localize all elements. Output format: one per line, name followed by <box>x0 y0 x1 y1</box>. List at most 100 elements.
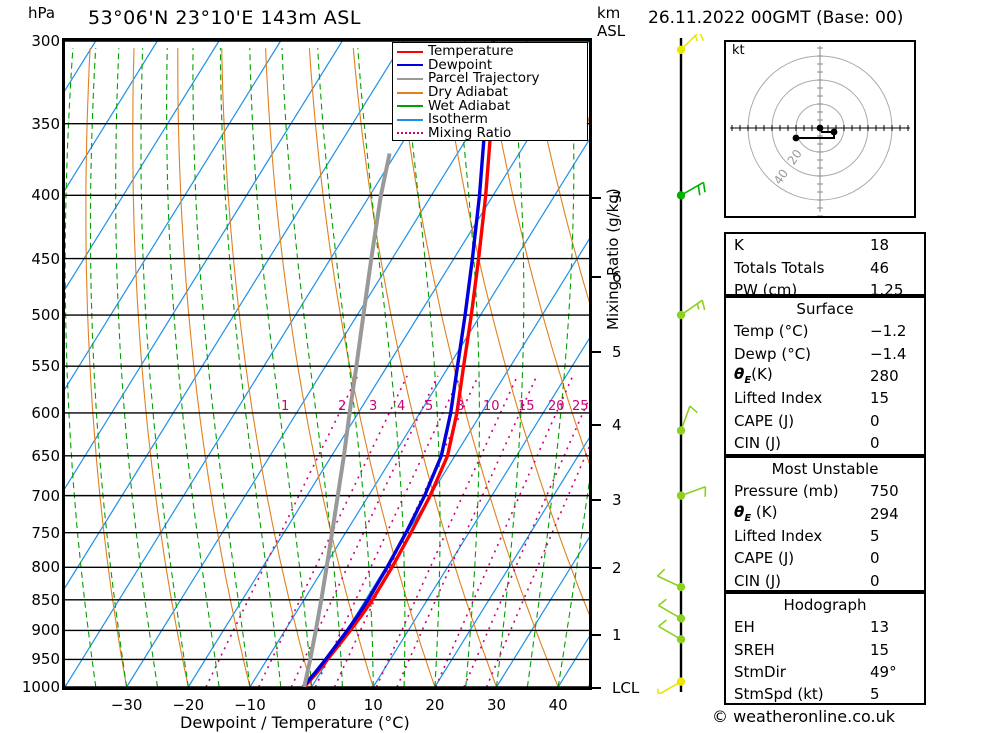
temperature-tick-20: 20 <box>425 696 445 714</box>
table-row: CAPE (J) 0 <box>726 547 924 569</box>
height-tick-7km: 7 <box>612 189 622 207</box>
legend-swatch <box>397 105 423 108</box>
skewt-plot-area <box>65 41 589 687</box>
legend-label: Isotherm <box>428 111 488 128</box>
table-title: Most Unstable <box>771 460 879 478</box>
legend-swatch <box>397 77 423 80</box>
mixing-ratio-label-5: 5 <box>425 399 434 414</box>
legend-label: Temperature <box>428 43 514 60</box>
pressure-tick-900: 900 <box>31 621 60 640</box>
row-value: 750 <box>870 482 899 501</box>
hodograph-stats-table: Hodograph EH 13 SREH 15 StmDir 49° StmSpd (kt) 5 <box>724 592 926 705</box>
row-label: StmDir <box>734 662 786 681</box>
row-value: 0 <box>870 411 880 430</box>
legend-item-isotherm: Isotherm <box>397 113 587 127</box>
height-unit-label-km: km <box>597 4 621 22</box>
row-value: 18 <box>870 236 890 255</box>
row-value: 46 <box>870 258 890 277</box>
table-row: CIN (J) 0 <box>726 570 924 592</box>
legend-label: Wet Adiabat <box>428 97 511 114</box>
row-label: CAPE (J) <box>734 411 795 430</box>
wind-barb-flag <box>702 182 706 193</box>
row-label: Lifted Index <box>734 389 823 408</box>
table-row: Totals Totals 46 <box>726 256 924 278</box>
table-row: CIN (J) 0 <box>726 432 924 454</box>
temperature-tick-10: 10 <box>363 696 383 714</box>
wind-barb-flag <box>656 568 666 577</box>
lcl-label: LCL <box>612 679 640 697</box>
table-row: Dewp (°C) −1.4 <box>726 342 924 364</box>
most-unstable-table: Most Unstable Pressure (mb) 750 θE (K) 294 Li… <box>724 456 926 592</box>
height-unit-label-asl: ASL <box>597 22 626 40</box>
pressure-tick-500: 500 <box>31 306 60 325</box>
row-value: −1.2 <box>870 322 907 341</box>
height-tick-mark <box>592 276 601 278</box>
pressure-tick-600: 600 <box>31 403 60 422</box>
row-label: Lifted Index <box>734 526 823 545</box>
pressure-tick-1000: 1000 <box>21 678 60 696</box>
mixing-ratio-label-1: 1 <box>281 399 290 414</box>
table-row: SREH 15 <box>726 638 924 660</box>
table-row: Temp (°C) −1.2 <box>726 320 924 342</box>
height-tick-5km: 5 <box>612 343 622 361</box>
height-tick-4km: 4 <box>612 416 622 434</box>
wind-barb-flag <box>699 34 705 41</box>
indices-table: K 18 Totals Totals 46 PW (cm) 1.25 <box>724 232 926 299</box>
legend-label: Mixing Ratio <box>428 124 512 141</box>
wind-barb-flag <box>696 303 700 310</box>
x-axis-title: Dewpoint / Temperature (°C) <box>180 713 410 732</box>
row-label: CAPE (J) <box>734 549 795 568</box>
table-row: θE (K) 294 <box>726 502 924 524</box>
legend-item-dewpoint: Dewpoint <box>397 56 587 73</box>
temperature-tick-30: 30 <box>486 696 507 714</box>
height-tick-mark <box>592 499 601 501</box>
mixing-ratio-label-4: 4 <box>397 399 406 414</box>
pressure-tick-300: 300 <box>31 32 60 50</box>
row-value: 1.25 <box>870 280 904 299</box>
mixing-ratio-label-20: 20 <box>548 399 565 414</box>
mixing-ratio-label-3: 3 <box>369 399 378 414</box>
temperature-tick--30: −30 <box>110 696 143 714</box>
mixing-ratio-label-2: 2 <box>338 399 347 414</box>
row-value: 15 <box>870 389 890 408</box>
wind-barb-staff <box>680 34 699 51</box>
row-value: 15 <box>870 640 890 659</box>
pressure-tick-750: 750 <box>31 523 60 542</box>
height-tick-mark <box>592 424 601 426</box>
legend-item-dry-adiabat: Dry Adiabat <box>397 85 587 100</box>
pressure-unit-label: hPa <box>28 4 56 22</box>
pressure-tick-400: 400 <box>31 186 60 205</box>
forecast-date-label: 26.11.2022 00GMT (Base: 00) <box>648 8 904 28</box>
temperature-tick--20: −20 <box>172 696 205 714</box>
temperature-tick--10: −10 <box>234 696 266 714</box>
legend: Temperature Dewpoint Parcel Trajectory Dry … <box>392 42 588 141</box>
row-value: 0 <box>870 434 880 453</box>
wind-barb-staff <box>657 575 682 588</box>
temperature-tick-40: 40 <box>548 696 568 714</box>
wind-barb-flag <box>697 185 701 196</box>
pressure-tick-950: 950 <box>31 650 60 669</box>
mixing-ratio-label-25: 25 <box>572 399 589 414</box>
hodograph-point <box>816 124 824 132</box>
hodograph-ring-label: 20 <box>785 147 805 168</box>
legend-item-parcel-trajectory: Parcel Trajectory <box>397 72 587 86</box>
wind-barb-staff <box>680 485 706 497</box>
surface-table: Surface Temp (°C) −1.2 Dewp (°C) −1.4 θE(K) 28… <box>724 296 926 456</box>
row-value: −1.4 <box>870 344 907 363</box>
mixing-ratio-label-8: 8 <box>456 399 465 414</box>
height-tick-2km: 2 <box>612 559 622 577</box>
row-label: Pressure (mb) <box>734 482 839 501</box>
legend-swatch <box>397 91 423 94</box>
legend-item-wet-adiabat: Wet Adiabat <box>397 99 587 113</box>
table-row: K 18 <box>726 234 924 256</box>
height-tick-mark <box>592 567 601 569</box>
wind-barb-flag <box>657 598 667 607</box>
row-label: θE(K) <box>734 365 773 387</box>
legend-swatch <box>397 64 423 67</box>
pressure-tick-450: 450 <box>31 249 60 268</box>
legend-label: Dewpoint <box>428 56 493 73</box>
wind-barb-staff <box>680 299 703 316</box>
row-label: EH <box>734 618 755 637</box>
row-value: 13 <box>870 618 890 637</box>
height-tick-6km: 6 <box>612 268 622 286</box>
